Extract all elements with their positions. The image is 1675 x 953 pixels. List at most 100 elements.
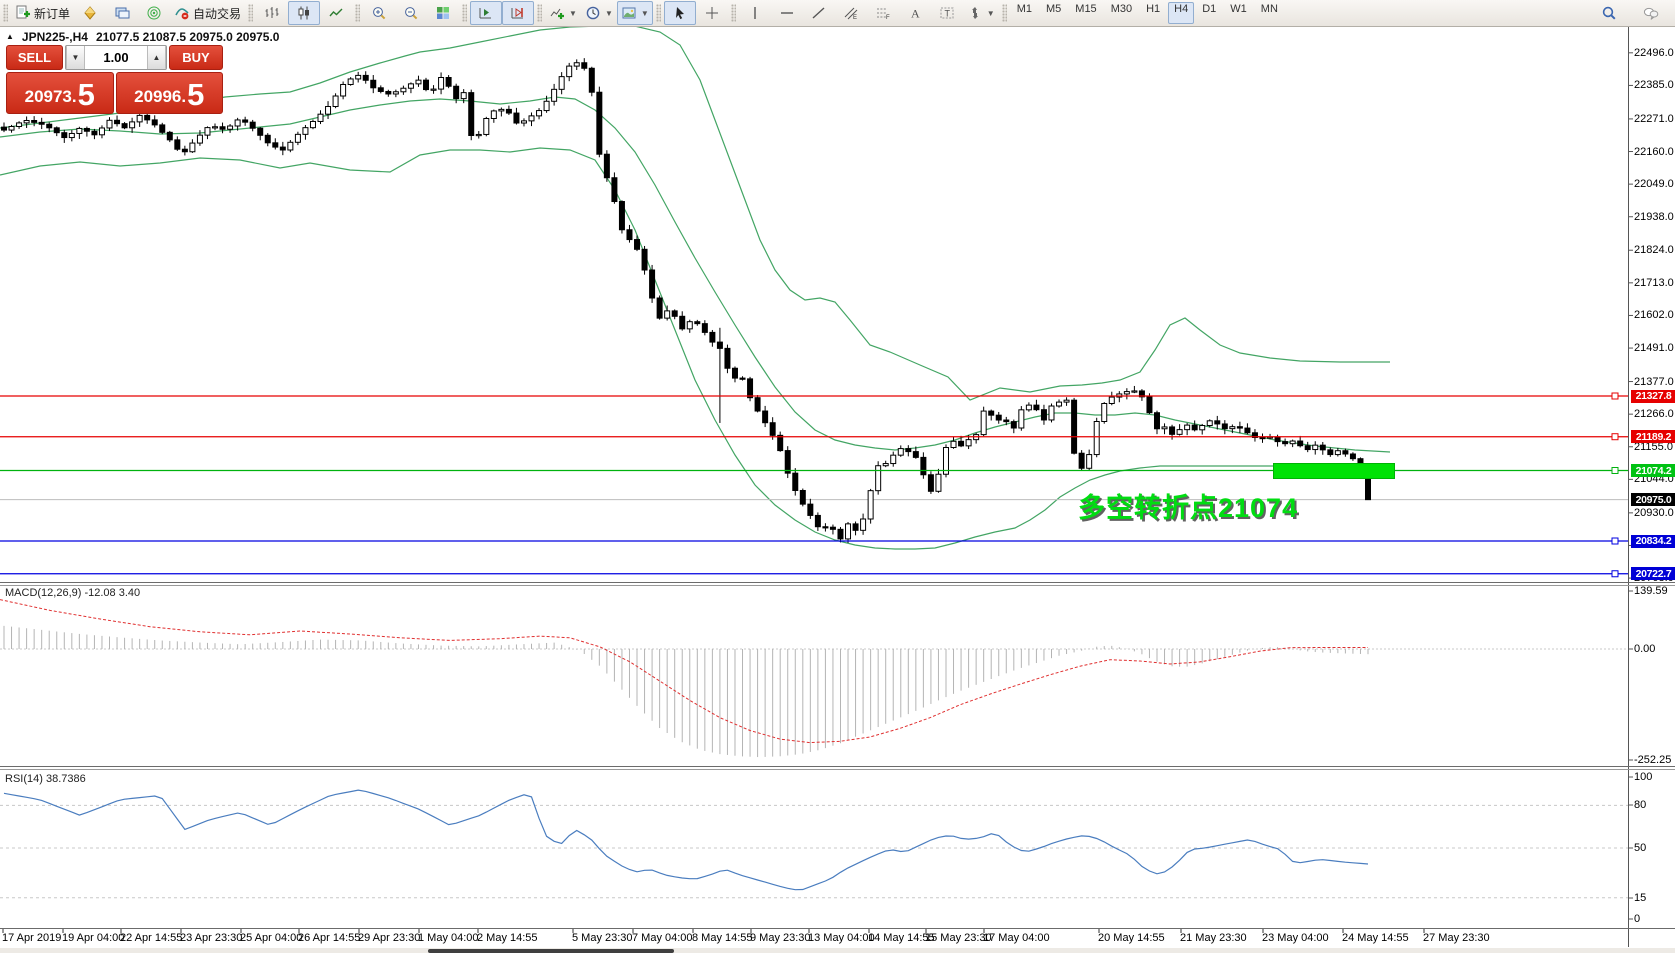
toolbar-grip[interactable] [655, 4, 661, 22]
add-indicator-button[interactable]: ▼ [545, 1, 581, 25]
toolbar-grip[interactable] [1001, 4, 1007, 22]
line-chart-button[interactable] [320, 1, 352, 25]
price-axis-label: 21266.0 [1634, 408, 1674, 421]
time-axis-label: 17 Apr 2019 [2, 932, 62, 944]
buy-button[interactable]: BUY [169, 45, 223, 70]
zoom-in-button[interactable] [363, 1, 395, 25]
vertical-line-tool-button[interactable] [739, 1, 771, 25]
panel-separator[interactable] [0, 766, 1675, 767]
scrollbar-thumb[interactable] [428, 949, 674, 953]
highlight-rectangle[interactable] [1273, 463, 1395, 479]
toolbar-grip[interactable] [3, 4, 8, 22]
price-level-badge: 20975.0 [1631, 493, 1675, 507]
price-axis-label: 20930.0 [1634, 506, 1674, 519]
panel-separator [0, 585, 1675, 586]
tile-windows-button[interactable] [427, 1, 459, 25]
timeframe-m30[interactable]: M30 [1110, 3, 1133, 15]
bars-icon [264, 5, 280, 21]
gold-icon [82, 5, 98, 21]
rsi-axis-label: 50 [1634, 842, 1647, 854]
price-level-badge: 21189.2 [1631, 430, 1675, 444]
autotrading-button[interactable]: 自动交易 [170, 1, 245, 25]
zoom-out-button[interactable] [395, 1, 427, 25]
cursor-icon [672, 5, 688, 21]
time-axis-label: 21 May 23:30 [1180, 932, 1247, 944]
price-axis-line [1628, 26, 1629, 947]
timeframe-h1[interactable]: H1 [1146, 3, 1161, 15]
timeframe-h4[interactable]: H4 [1168, 2, 1195, 24]
time-axis-label: 27 May 23:30 [1423, 932, 1490, 944]
time-axis-label: 15 May 23:30 [925, 932, 992, 944]
price-axis-label: 21491.0 [1634, 342, 1674, 355]
fibonacci-tool-button[interactable]: F [867, 1, 899, 25]
timeframe-mn[interactable]: MN [1260, 3, 1278, 15]
panel-separator[interactable] [0, 582, 1675, 583]
one-click-toggle-icon[interactable]: ▲ [6, 32, 14, 41]
timeframe-m15[interactable]: M15 [1075, 3, 1097, 15]
text-label-tool-button[interactable]: T [931, 1, 963, 25]
toolbar-grip[interactable] [730, 4, 736, 22]
search-icon [1601, 5, 1617, 21]
time-axis-label: 26 Apr 14:55 [298, 932, 361, 944]
signals-button[interactable] [138, 1, 170, 25]
chevron-down-icon[interactable]: ▼ [569, 8, 577, 18]
trendline-tool-button[interactable] [803, 1, 835, 25]
toolbar-grip[interactable] [248, 4, 254, 22]
svg-text:F: F [886, 15, 890, 21]
time-axis-label: 1 May 04:00 [418, 932, 479, 944]
new-order-button-label: 新订单 [34, 6, 71, 21]
timeframe-d1[interactable]: D1 [1202, 3, 1217, 15]
period-button[interactable]: ▼ [581, 1, 617, 25]
autoscroll-icon [510, 5, 526, 21]
volume-input[interactable]: 1.00 [103, 50, 129, 65]
chevron-down-icon[interactable]: ▼ [986, 8, 995, 18]
rsi-axis-label: 100 [1634, 771, 1653, 783]
horizontal-line-tool-button[interactable] [771, 1, 803, 25]
hline-icon [779, 5, 795, 21]
shift-icon [478, 5, 494, 21]
profile-icon [621, 5, 637, 21]
chat-icon [1643, 5, 1659, 21]
price-axis-label: 21602.0 [1634, 309, 1674, 322]
new-order-button[interactable]: 新订单 [11, 1, 74, 25]
chat-button[interactable] [1635, 1, 1667, 25]
cursor-tool-button[interactable] [663, 1, 696, 25]
market-watch-button[interactable] [74, 1, 106, 25]
svg-text:T: T [944, 9, 950, 19]
arrows-tool-button[interactable]: ▼ [963, 1, 999, 25]
timeframe-m5[interactable]: M5 [1046, 3, 1062, 15]
rsi-axis-label: 0 [1634, 913, 1641, 925]
volume-increase-button[interactable]: ▲ [147, 46, 166, 69]
auto-scroll-button[interactable] [502, 1, 535, 25]
price-axis-label: 21824.0 [1634, 244, 1674, 257]
indicator-icon [549, 5, 565, 21]
sell-button[interactable]: SELL [6, 45, 63, 70]
chart-annotation-text: 多空转折点21074 [1078, 493, 1299, 523]
chart-shift-button[interactable] [470, 1, 503, 25]
search-button[interactable] [1593, 1, 1625, 25]
time-axis-label: 25 Apr 04:00 [240, 932, 303, 944]
toolbar-grip[interactable] [462, 4, 468, 22]
clock-icon [585, 5, 601, 21]
toolbar-grip[interactable] [355, 4, 361, 22]
timeframe-m1[interactable]: M1 [1016, 3, 1032, 15]
bar-chart-button[interactable] [256, 1, 288, 25]
chevron-down-icon[interactable]: ▼ [640, 8, 649, 18]
time-axis-label: 24 May 14:55 [1342, 932, 1409, 944]
channel-tool-button[interactable]: E [835, 1, 867, 25]
candlestick-chart-button[interactable] [288, 1, 321, 25]
price-axis-label: 22496.0 [1634, 46, 1674, 59]
toolbar-grip[interactable] [537, 4, 543, 22]
crosshair-tool-button[interactable] [696, 1, 728, 25]
chevron-down-icon[interactable]: ▼ [604, 8, 613, 18]
horizontal-scrollbar[interactable] [0, 948, 1675, 953]
terminal-button[interactable] [106, 1, 138, 25]
time-axis-label: 23 Apr 23:30 [180, 932, 243, 944]
text-tool-button[interactable]: A [899, 1, 931, 25]
chart-profile-button[interactable]: ▼ [616, 1, 653, 25]
zoomout-icon [403, 5, 419, 21]
volume-decrease-button[interactable]: ▼ [66, 46, 85, 69]
timeframe-w1[interactable]: W1 [1230, 3, 1247, 15]
macd-axis-label: -252.25 [1634, 754, 1672, 766]
